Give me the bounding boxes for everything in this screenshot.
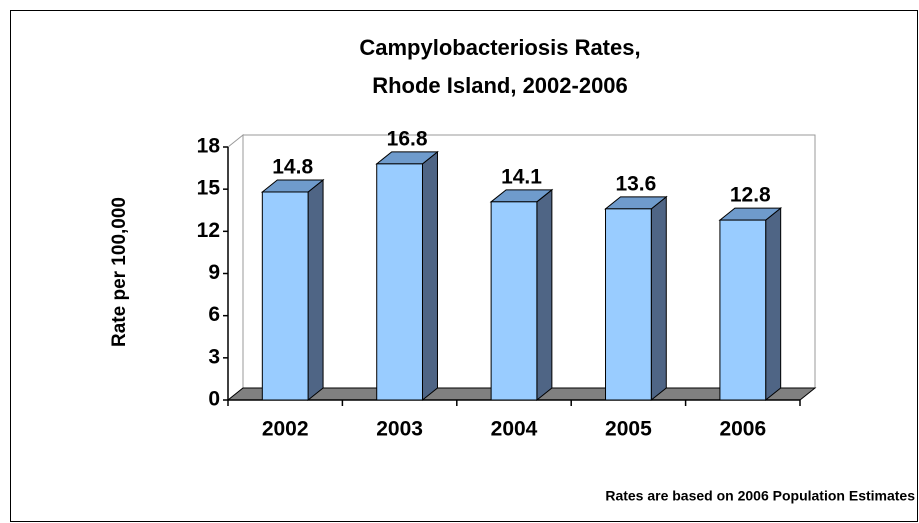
value-label: 14.8 xyxy=(272,156,313,179)
y-tick-label: 15 xyxy=(197,177,221,200)
x-tick-label: 2002 xyxy=(262,418,309,441)
y-tick-label: 0 xyxy=(208,388,220,411)
y-tick-label: 18 xyxy=(197,135,221,158)
bar-side xyxy=(536,188,553,402)
y-tick-label: 12 xyxy=(197,219,220,242)
side-wall xyxy=(227,133,244,402)
value-label: 14.1 xyxy=(501,165,542,188)
y-tick-label: 3 xyxy=(208,345,220,368)
y-tick-label: 6 xyxy=(208,303,220,326)
bar xyxy=(261,191,309,401)
footnote: Rates are based on 2006 Population Estim… xyxy=(605,488,915,504)
bar-side xyxy=(765,207,782,402)
x-tick-label: 2004 xyxy=(491,418,538,441)
bar-side xyxy=(307,178,324,402)
bar-side xyxy=(421,150,438,402)
chart-title: Campylobacteriosis Rates, xyxy=(359,35,640,60)
chart-subtitle: Rhode Island, 2002-2006 xyxy=(372,73,628,98)
bar xyxy=(490,201,538,401)
value-label: 16.8 xyxy=(387,127,428,150)
bar-side xyxy=(650,195,667,402)
x-tick-label: 2006 xyxy=(719,418,766,441)
bar xyxy=(719,219,767,401)
x-tick-label: 2005 xyxy=(605,418,652,441)
bar xyxy=(605,208,652,401)
y-tick-label: 9 xyxy=(208,261,220,284)
x-tick-label: 2003 xyxy=(376,418,423,441)
y-axis-label: Rate per 100,000 xyxy=(109,197,130,347)
bar xyxy=(376,163,423,401)
value-label: 13.6 xyxy=(615,172,656,195)
value-label: 12.8 xyxy=(730,184,771,207)
